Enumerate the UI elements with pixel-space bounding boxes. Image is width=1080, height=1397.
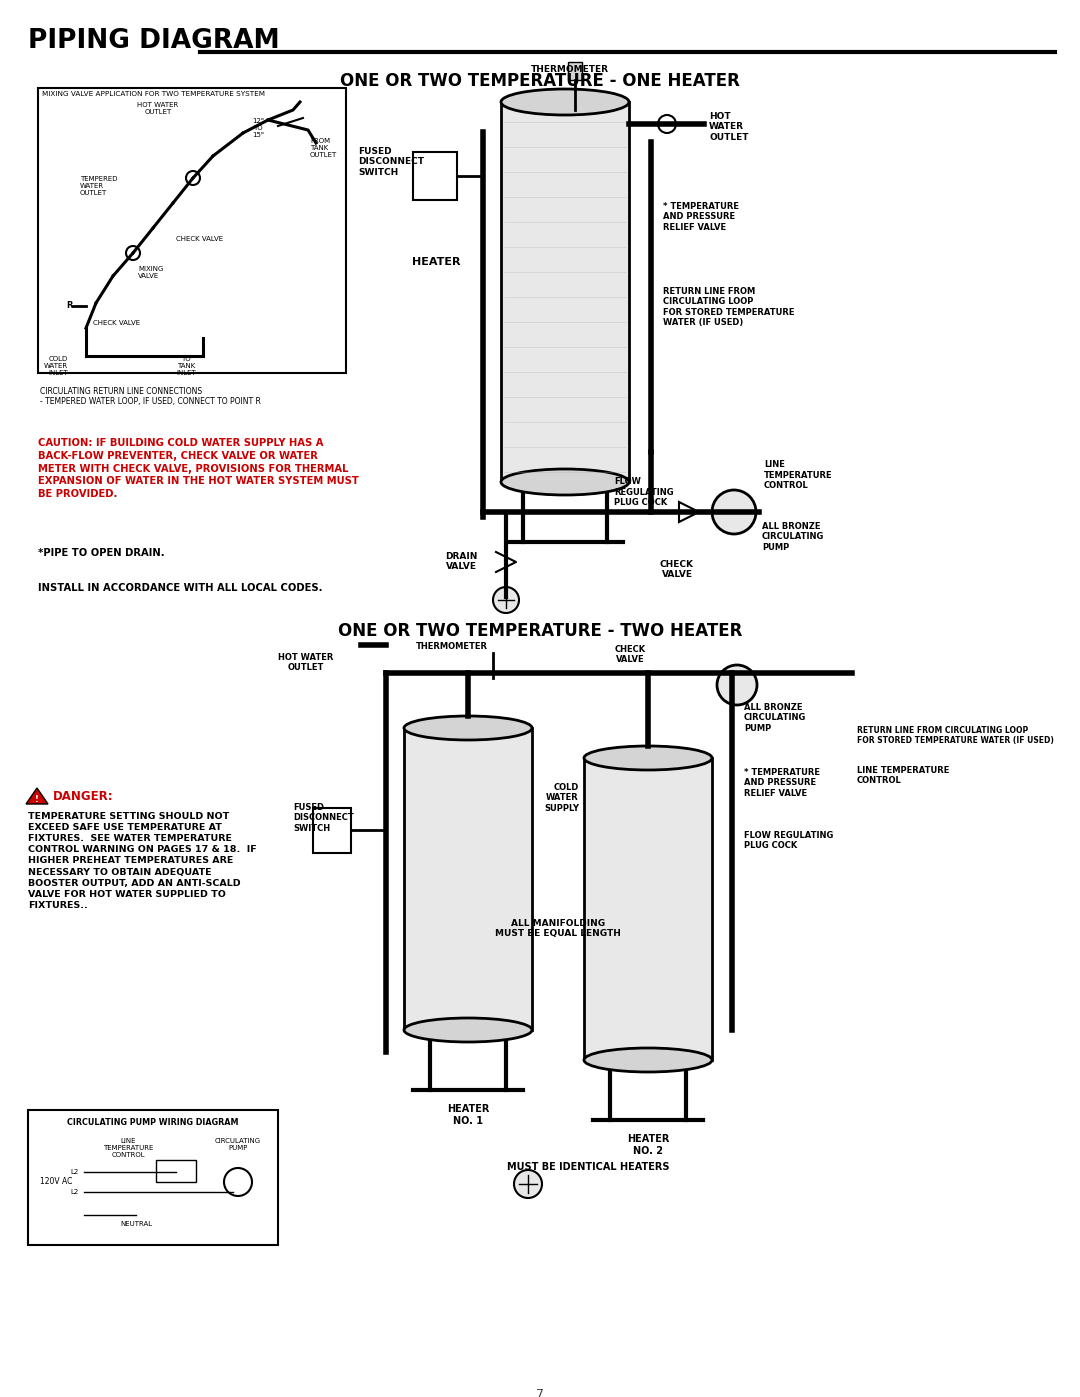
Text: ALL BRONZE
CIRCULATING
PUMP: ALL BRONZE CIRCULATING PUMP bbox=[762, 522, 824, 552]
Text: LINE
TEMPERATURE
CONTROL: LINE TEMPERATURE CONTROL bbox=[103, 1139, 153, 1158]
Text: CHECK
VALVE: CHECK VALVE bbox=[615, 645, 646, 665]
Text: CHECK VALVE: CHECK VALVE bbox=[176, 236, 224, 242]
Text: * TEMPERATURE
AND PRESSURE
RELIEF VALVE: * TEMPERATURE AND PRESSURE RELIEF VALVE bbox=[744, 768, 820, 798]
Text: FROM
TANK
OUTLET: FROM TANK OUTLET bbox=[310, 138, 337, 158]
Bar bbox=[313, 807, 351, 854]
Circle shape bbox=[126, 246, 140, 260]
Circle shape bbox=[514, 1171, 542, 1199]
Bar bbox=[404, 728, 532, 1030]
Text: DANGER:: DANGER: bbox=[53, 789, 113, 803]
Text: ONE OR TWO TEMPERATURE - TWO HEATER: ONE OR TWO TEMPERATURE - TWO HEATER bbox=[338, 622, 742, 640]
Bar bbox=[568, 61, 582, 80]
Text: CHECK
VALVE: CHECK VALVE bbox=[660, 560, 694, 580]
Text: RETURN LINE FROM CIRCULATING LOOP
FOR STORED TEMPERATURE WATER (IF USED): RETURN LINE FROM CIRCULATING LOOP FOR ST… bbox=[858, 726, 1054, 746]
Text: FUSED
DISCONNECT
SWITCH: FUSED DISCONNECT SWITCH bbox=[357, 147, 424, 177]
Circle shape bbox=[658, 115, 676, 133]
Bar bbox=[584, 759, 712, 1060]
Circle shape bbox=[492, 587, 519, 613]
Text: THERMOMETER: THERMOMETER bbox=[531, 66, 609, 74]
Text: CIRCULATING RETURN LINE CONNECTIONS
- TEMPERED WATER LOOP, IF USED, CONNECT TO P: CIRCULATING RETURN LINE CONNECTIONS - TE… bbox=[40, 387, 261, 407]
Circle shape bbox=[717, 665, 757, 705]
Text: FLOW REGULATING
PLUG COCK: FLOW REGULATING PLUG COCK bbox=[744, 831, 834, 851]
Bar bbox=[38, 88, 346, 373]
Circle shape bbox=[712, 490, 756, 534]
Text: 12"
TO
15": 12" TO 15" bbox=[252, 117, 264, 138]
Text: THERMOMETER: THERMOMETER bbox=[416, 643, 488, 651]
Text: * TEMPERATURE
AND PRESSURE
RELIEF VALVE: * TEMPERATURE AND PRESSURE RELIEF VALVE bbox=[663, 203, 739, 232]
Circle shape bbox=[224, 1168, 252, 1196]
Polygon shape bbox=[679, 502, 699, 522]
Text: ALL MANIFOLDING
MUST BE EQUAL LENGTH: ALL MANIFOLDING MUST BE EQUAL LENGTH bbox=[495, 919, 621, 939]
Ellipse shape bbox=[404, 1018, 532, 1042]
Bar bbox=[501, 102, 629, 482]
Circle shape bbox=[186, 170, 200, 184]
Text: FUSED
DISCONNECT
SWITCH: FUSED DISCONNECT SWITCH bbox=[293, 803, 354, 833]
Ellipse shape bbox=[584, 1048, 712, 1071]
Text: CHECK VALVE: CHECK VALVE bbox=[93, 320, 140, 326]
Text: HOT
WATER
OUTLET: HOT WATER OUTLET bbox=[708, 112, 748, 142]
Text: COLD
WATER
SUPPLY: COLD WATER SUPPLY bbox=[544, 782, 579, 813]
Text: R: R bbox=[66, 302, 72, 310]
Bar bbox=[156, 1160, 195, 1182]
Text: HOT WATER
OUTLET: HOT WATER OUTLET bbox=[279, 652, 334, 672]
Text: MUST BE IDENTICAL HEATERS: MUST BE IDENTICAL HEATERS bbox=[507, 1162, 670, 1172]
Text: DRAIN
VALVE: DRAIN VALVE bbox=[445, 552, 477, 571]
Text: HEATER
NO. 1: HEATER NO. 1 bbox=[447, 1104, 489, 1126]
Text: PIPING DIAGRAM: PIPING DIAGRAM bbox=[28, 28, 280, 54]
Text: MIXING
VALVE: MIXING VALVE bbox=[138, 265, 163, 279]
Text: LINE
TEMPERATURE
CONTROL: LINE TEMPERATURE CONTROL bbox=[764, 460, 833, 490]
Text: LINE TEMPERATURE
CONTROL: LINE TEMPERATURE CONTROL bbox=[858, 766, 949, 785]
Ellipse shape bbox=[501, 89, 629, 115]
Text: ONE OR TWO TEMPERATURE - ONE HEATER: ONE OR TWO TEMPERATURE - ONE HEATER bbox=[340, 73, 740, 89]
Text: TO
TANK
INLET: TO TANK INLET bbox=[176, 356, 195, 376]
Text: *PIPE TO OPEN DRAIN.: *PIPE TO OPEN DRAIN. bbox=[38, 548, 164, 557]
Text: HOT WATER
OUTLET: HOT WATER OUTLET bbox=[137, 102, 178, 115]
Text: MIXING VALVE APPLICATION FOR TWO TEMPERATURE SYSTEM: MIXING VALVE APPLICATION FOR TWO TEMPERA… bbox=[42, 91, 265, 96]
Text: 7: 7 bbox=[536, 1389, 544, 1397]
Bar bbox=[413, 152, 457, 200]
Text: L2: L2 bbox=[70, 1189, 78, 1194]
Ellipse shape bbox=[404, 717, 532, 740]
Text: L2: L2 bbox=[70, 1169, 78, 1175]
Text: !: ! bbox=[35, 795, 39, 803]
Polygon shape bbox=[26, 788, 48, 805]
Bar bbox=[28, 1111, 278, 1245]
Text: COLD
WATER
INLET: COLD WATER INLET bbox=[44, 356, 68, 376]
Text: FLOW
REGULATING
PLUG COCK: FLOW REGULATING PLUG COCK bbox=[615, 478, 674, 507]
Text: ALL BRONZE
CIRCULATING
PUMP: ALL BRONZE CIRCULATING PUMP bbox=[744, 703, 807, 733]
Text: NEUTRAL: NEUTRAL bbox=[120, 1221, 152, 1227]
Text: INSTALL IN ACCORDANCE WITH ALL LOCAL CODES.: INSTALL IN ACCORDANCE WITH ALL LOCAL COD… bbox=[38, 583, 323, 592]
Text: HEATER: HEATER bbox=[411, 257, 460, 267]
Text: TEMPERED
WATER
OUTLET: TEMPERED WATER OUTLET bbox=[80, 176, 118, 196]
Text: HEATER
NO. 2: HEATER NO. 2 bbox=[626, 1134, 670, 1155]
Text: TEMPERATURE SETTING SHOULD NOT
EXCEED SAFE USE TEMPERATURE AT
FIXTURES.  SEE WAT: TEMPERATURE SETTING SHOULD NOT EXCEED SA… bbox=[28, 812, 257, 909]
Ellipse shape bbox=[584, 746, 712, 770]
Ellipse shape bbox=[501, 469, 629, 495]
Text: 120V AC: 120V AC bbox=[40, 1178, 72, 1186]
Text: CIRCULATING
PUMP: CIRCULATING PUMP bbox=[215, 1139, 261, 1151]
Text: CAUTION: IF BUILDING COLD WATER SUPPLY HAS A
BACK-FLOW PREVENTER, CHECK VALVE OR: CAUTION: IF BUILDING COLD WATER SUPPLY H… bbox=[38, 439, 359, 499]
Text: RETURN LINE FROM
CIRCULATING LOOP
FOR STORED TEMPERATURE
WATER (IF USED): RETURN LINE FROM CIRCULATING LOOP FOR ST… bbox=[663, 286, 795, 327]
Text: CIRCULATING PUMP WIRING DIAGRAM: CIRCULATING PUMP WIRING DIAGRAM bbox=[67, 1118, 239, 1127]
